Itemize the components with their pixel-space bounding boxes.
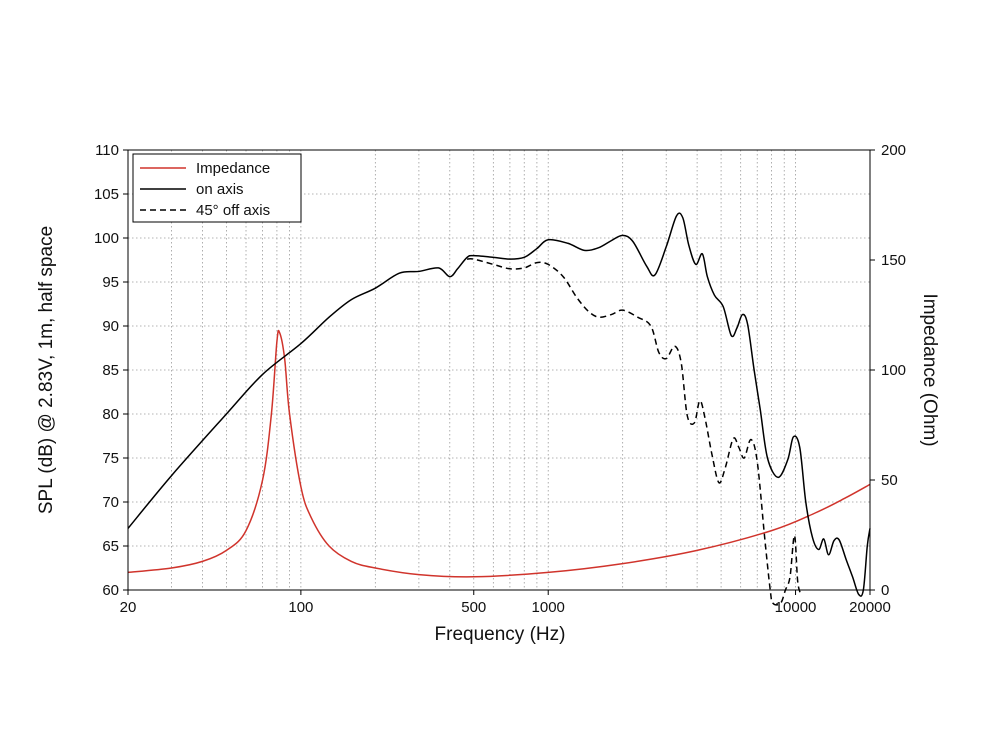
y2-tick-label: 100 bbox=[881, 362, 906, 379]
y-tick-label: 80 bbox=[102, 406, 119, 423]
x-tick-label: 10000 bbox=[775, 599, 817, 616]
x-tick-label: 20000 bbox=[849, 599, 891, 616]
y-tick-label: 65 bbox=[102, 538, 119, 555]
x-tick-label: 20 bbox=[120, 599, 137, 616]
grid bbox=[128, 150, 870, 590]
y2-tick-label: 50 bbox=[881, 472, 898, 489]
y-tick-label: 70 bbox=[102, 494, 119, 511]
y-tick-label: 90 bbox=[102, 318, 119, 335]
x-tick-label: 500 bbox=[461, 599, 486, 616]
y2-tick-label: 200 bbox=[881, 142, 906, 159]
y-tick-label: 85 bbox=[102, 362, 119, 379]
y-tick-label: 95 bbox=[102, 274, 119, 291]
legend-label-on-axis: on axis bbox=[196, 181, 244, 198]
y-tick-label: 60 bbox=[102, 582, 119, 599]
y-tick-label: 110 bbox=[95, 142, 119, 159]
y-tick-label: 105 bbox=[94, 186, 119, 203]
x-tick-label: 1000 bbox=[532, 599, 565, 616]
legend-label-off-axis: 45° off axis bbox=[196, 202, 270, 219]
legend-label-impedance: Impedance bbox=[196, 160, 270, 177]
series-line-45-off-axis bbox=[467, 257, 802, 606]
series-line-impedance bbox=[127, 329, 871, 578]
series-line-on-axis bbox=[127, 212, 871, 597]
y-tick-label: 100 bbox=[94, 230, 119, 247]
axis-ticks: 20 100 500 1000 10000 20000606570758085909510… bbox=[94, 142, 906, 616]
y2-tick-label: 0 bbox=[881, 582, 889, 599]
y-axis-title: SPL (dB) @ 2.83V, 1m, half space bbox=[36, 226, 57, 514]
y2-tick-label: 150 bbox=[881, 252, 906, 269]
x-axis-title: Frequency (Hz) bbox=[435, 624, 566, 645]
x-tick-label: 100 bbox=[288, 599, 313, 616]
plot-series bbox=[127, 212, 871, 606]
y-tick-label: 75 bbox=[102, 450, 119, 467]
y2-axis-title: Impedance (Ohm) bbox=[919, 293, 940, 446]
legend: Impedance on axis 45° off axis bbox=[132, 153, 302, 223]
